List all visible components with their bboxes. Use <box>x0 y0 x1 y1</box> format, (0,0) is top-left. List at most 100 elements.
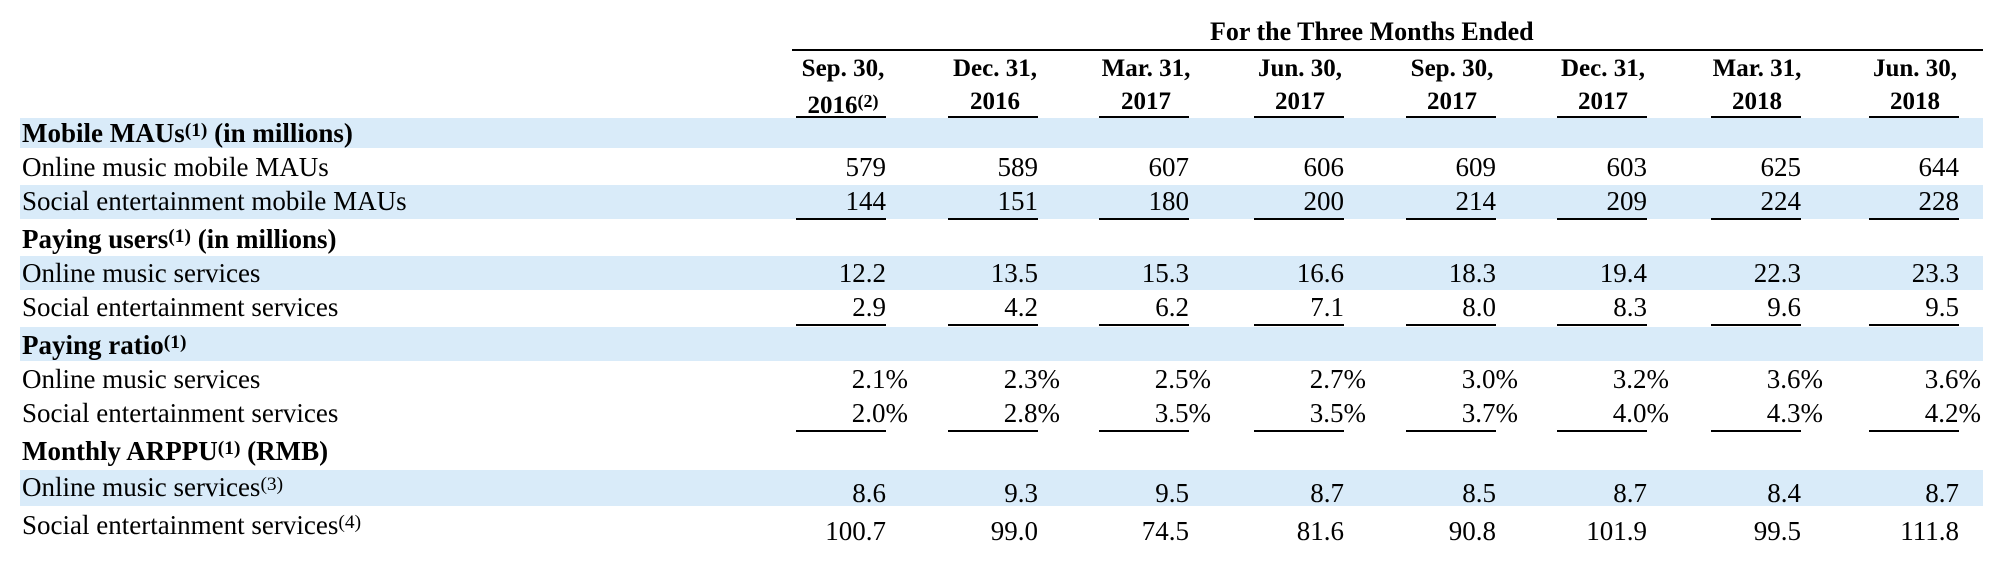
column-header-line2: 2017 <box>1578 88 1628 115</box>
subtotal-rule <box>948 430 1038 432</box>
subtotal-rule <box>1099 324 1189 326</box>
subtotal-rule <box>1254 430 1344 432</box>
column-header-line2: 2017 <box>1121 88 1171 115</box>
value-cell: 2.3% <box>1003 364 1060 394</box>
row-band <box>20 327 1983 361</box>
value-cell: 81.6 <box>1296 516 1344 546</box>
value-cell: 2.5% <box>1154 364 1211 394</box>
value-cell: 8.7 <box>1310 478 1344 508</box>
column-header: Jun. 30, 2017 <box>1250 52 1350 118</box>
value-cell: 8.7 <box>1925 478 1959 508</box>
section-title-monthly-arppu: Monthly ARPPU(1) (RMB) <box>22 436 329 466</box>
value-cell: 144 <box>845 186 887 216</box>
column-header-line1: Jun. 30, <box>1257 55 1343 82</box>
value-cell: 625 <box>1760 152 1802 182</box>
value-cell: 2.0% <box>851 398 908 428</box>
subtotal-rule <box>1557 430 1647 432</box>
value-cell: 3.6% <box>1766 364 1823 394</box>
value-cell: 200 <box>1303 186 1345 216</box>
subtotal-rule <box>1711 218 1801 220</box>
column-header-rule <box>1557 116 1647 118</box>
value-cell: 3.7% <box>1461 398 1518 428</box>
subtotal-rule <box>1869 324 1959 326</box>
subtotal-rule <box>1711 430 1801 432</box>
subtotal-rule <box>1406 218 1496 220</box>
value-cell: 4.3% <box>1766 398 1823 428</box>
value-cell: 606 <box>1303 152 1345 182</box>
column-header: Mar. 31, 2017 <box>1096 52 1196 118</box>
row-label: Online music mobile MAUs <box>22 152 329 182</box>
footnote-ref: (1) <box>163 331 187 353</box>
value-cell: 90.8 <box>1448 516 1496 546</box>
column-header-line2: 2017 <box>1427 88 1477 115</box>
subtotal-rule <box>1254 324 1344 326</box>
value-cell: 4.0% <box>1612 398 1669 428</box>
column-header-rule <box>1869 116 1959 118</box>
value-cell: 100.7 <box>825 516 886 546</box>
value-cell: 3.6% <box>1924 364 1981 394</box>
column-header-line2: 2017 <box>1275 88 1325 115</box>
section-title-paying-users: Paying users(1) (in millions) <box>22 224 337 254</box>
value-cell: 99.5 <box>1753 516 1801 546</box>
subtotal-rule <box>1406 324 1496 326</box>
column-header-line1: Dec. 31, <box>1561 55 1645 82</box>
row-label: Social entertainment services <box>22 398 339 428</box>
value-cell: 15.3 <box>1141 258 1189 288</box>
value-cell: 9.3 <box>1004 478 1038 508</box>
column-header-line1: Sep. 30, <box>1410 55 1494 82</box>
value-cell: 8.5 <box>1462 478 1496 508</box>
value-cell: 644 <box>1918 152 1960 182</box>
subtotal-rule <box>1099 218 1189 220</box>
value-cell: 111.8 <box>1900 516 1959 546</box>
column-header-line1: Mar. 31, <box>1712 55 1802 82</box>
footnote-ref: (2) <box>857 91 879 111</box>
value-cell: 74.5 <box>1141 516 1189 546</box>
column-header-line2: 2018 <box>1890 88 1940 115</box>
value-cell: 609 <box>1455 152 1497 182</box>
row-band <box>20 185 1983 219</box>
footnote-ref: (1) <box>217 437 241 459</box>
column-header-rule <box>796 116 886 118</box>
value-cell: 3.2% <box>1612 364 1669 394</box>
value-cell: 8.4 <box>1767 478 1801 508</box>
value-cell: 6.2 <box>1155 292 1189 322</box>
group-title-rule <box>792 49 1983 51</box>
subtotal-rule <box>1557 324 1647 326</box>
value-cell: 19.4 <box>1599 258 1647 288</box>
subtotal-rule <box>1099 430 1189 432</box>
value-cell: 180 <box>1148 186 1190 216</box>
column-header-line1: Sep. 30, <box>801 55 885 82</box>
footnote-ref: (1) <box>184 119 208 141</box>
subtotal-rule <box>1711 324 1801 326</box>
footnote-ref: (4) <box>338 511 362 533</box>
column-header-rule <box>1711 116 1801 118</box>
row-band <box>20 470 1983 506</box>
column-header: Dec. 31, 2017 <box>1553 52 1653 118</box>
row-band <box>20 118 1983 148</box>
value-cell: 8.3 <box>1613 292 1647 322</box>
value-cell: 2.9 <box>852 292 886 322</box>
subtotal-rule <box>948 218 1038 220</box>
value-cell: 589 <box>997 152 1039 182</box>
value-cell: 99.0 <box>990 516 1038 546</box>
column-header-line2: 2018 <box>1732 88 1782 115</box>
value-cell: 16.6 <box>1296 258 1344 288</box>
subtotal-rule <box>1869 218 1959 220</box>
column-header-line2: 2016(2) <box>807 91 879 119</box>
value-cell: 2.8% <box>1003 398 1060 428</box>
footnote-ref: (1) <box>168 225 191 247</box>
value-cell: 23.3 <box>1911 258 1959 288</box>
row-label: Social entertainment services(4) <box>22 510 362 540</box>
value-cell: 228 <box>1918 186 1960 216</box>
value-cell: 603 <box>1606 152 1648 182</box>
column-header-line2: 2016 <box>970 88 1020 115</box>
value-cell: 8.0 <box>1462 292 1496 322</box>
subtotal-rule <box>796 430 886 432</box>
value-cell: 8.7 <box>1613 478 1647 508</box>
group-title: For the Three Months Ended <box>1210 17 1534 46</box>
subtotal-rule <box>1557 218 1647 220</box>
subtotal-rule <box>1254 218 1344 220</box>
value-cell: 22.3 <box>1753 258 1801 288</box>
section-title-mobile-maus: Mobile MAUs(1) (in millions) <box>22 118 353 148</box>
value-cell: 3.5% <box>1309 398 1366 428</box>
